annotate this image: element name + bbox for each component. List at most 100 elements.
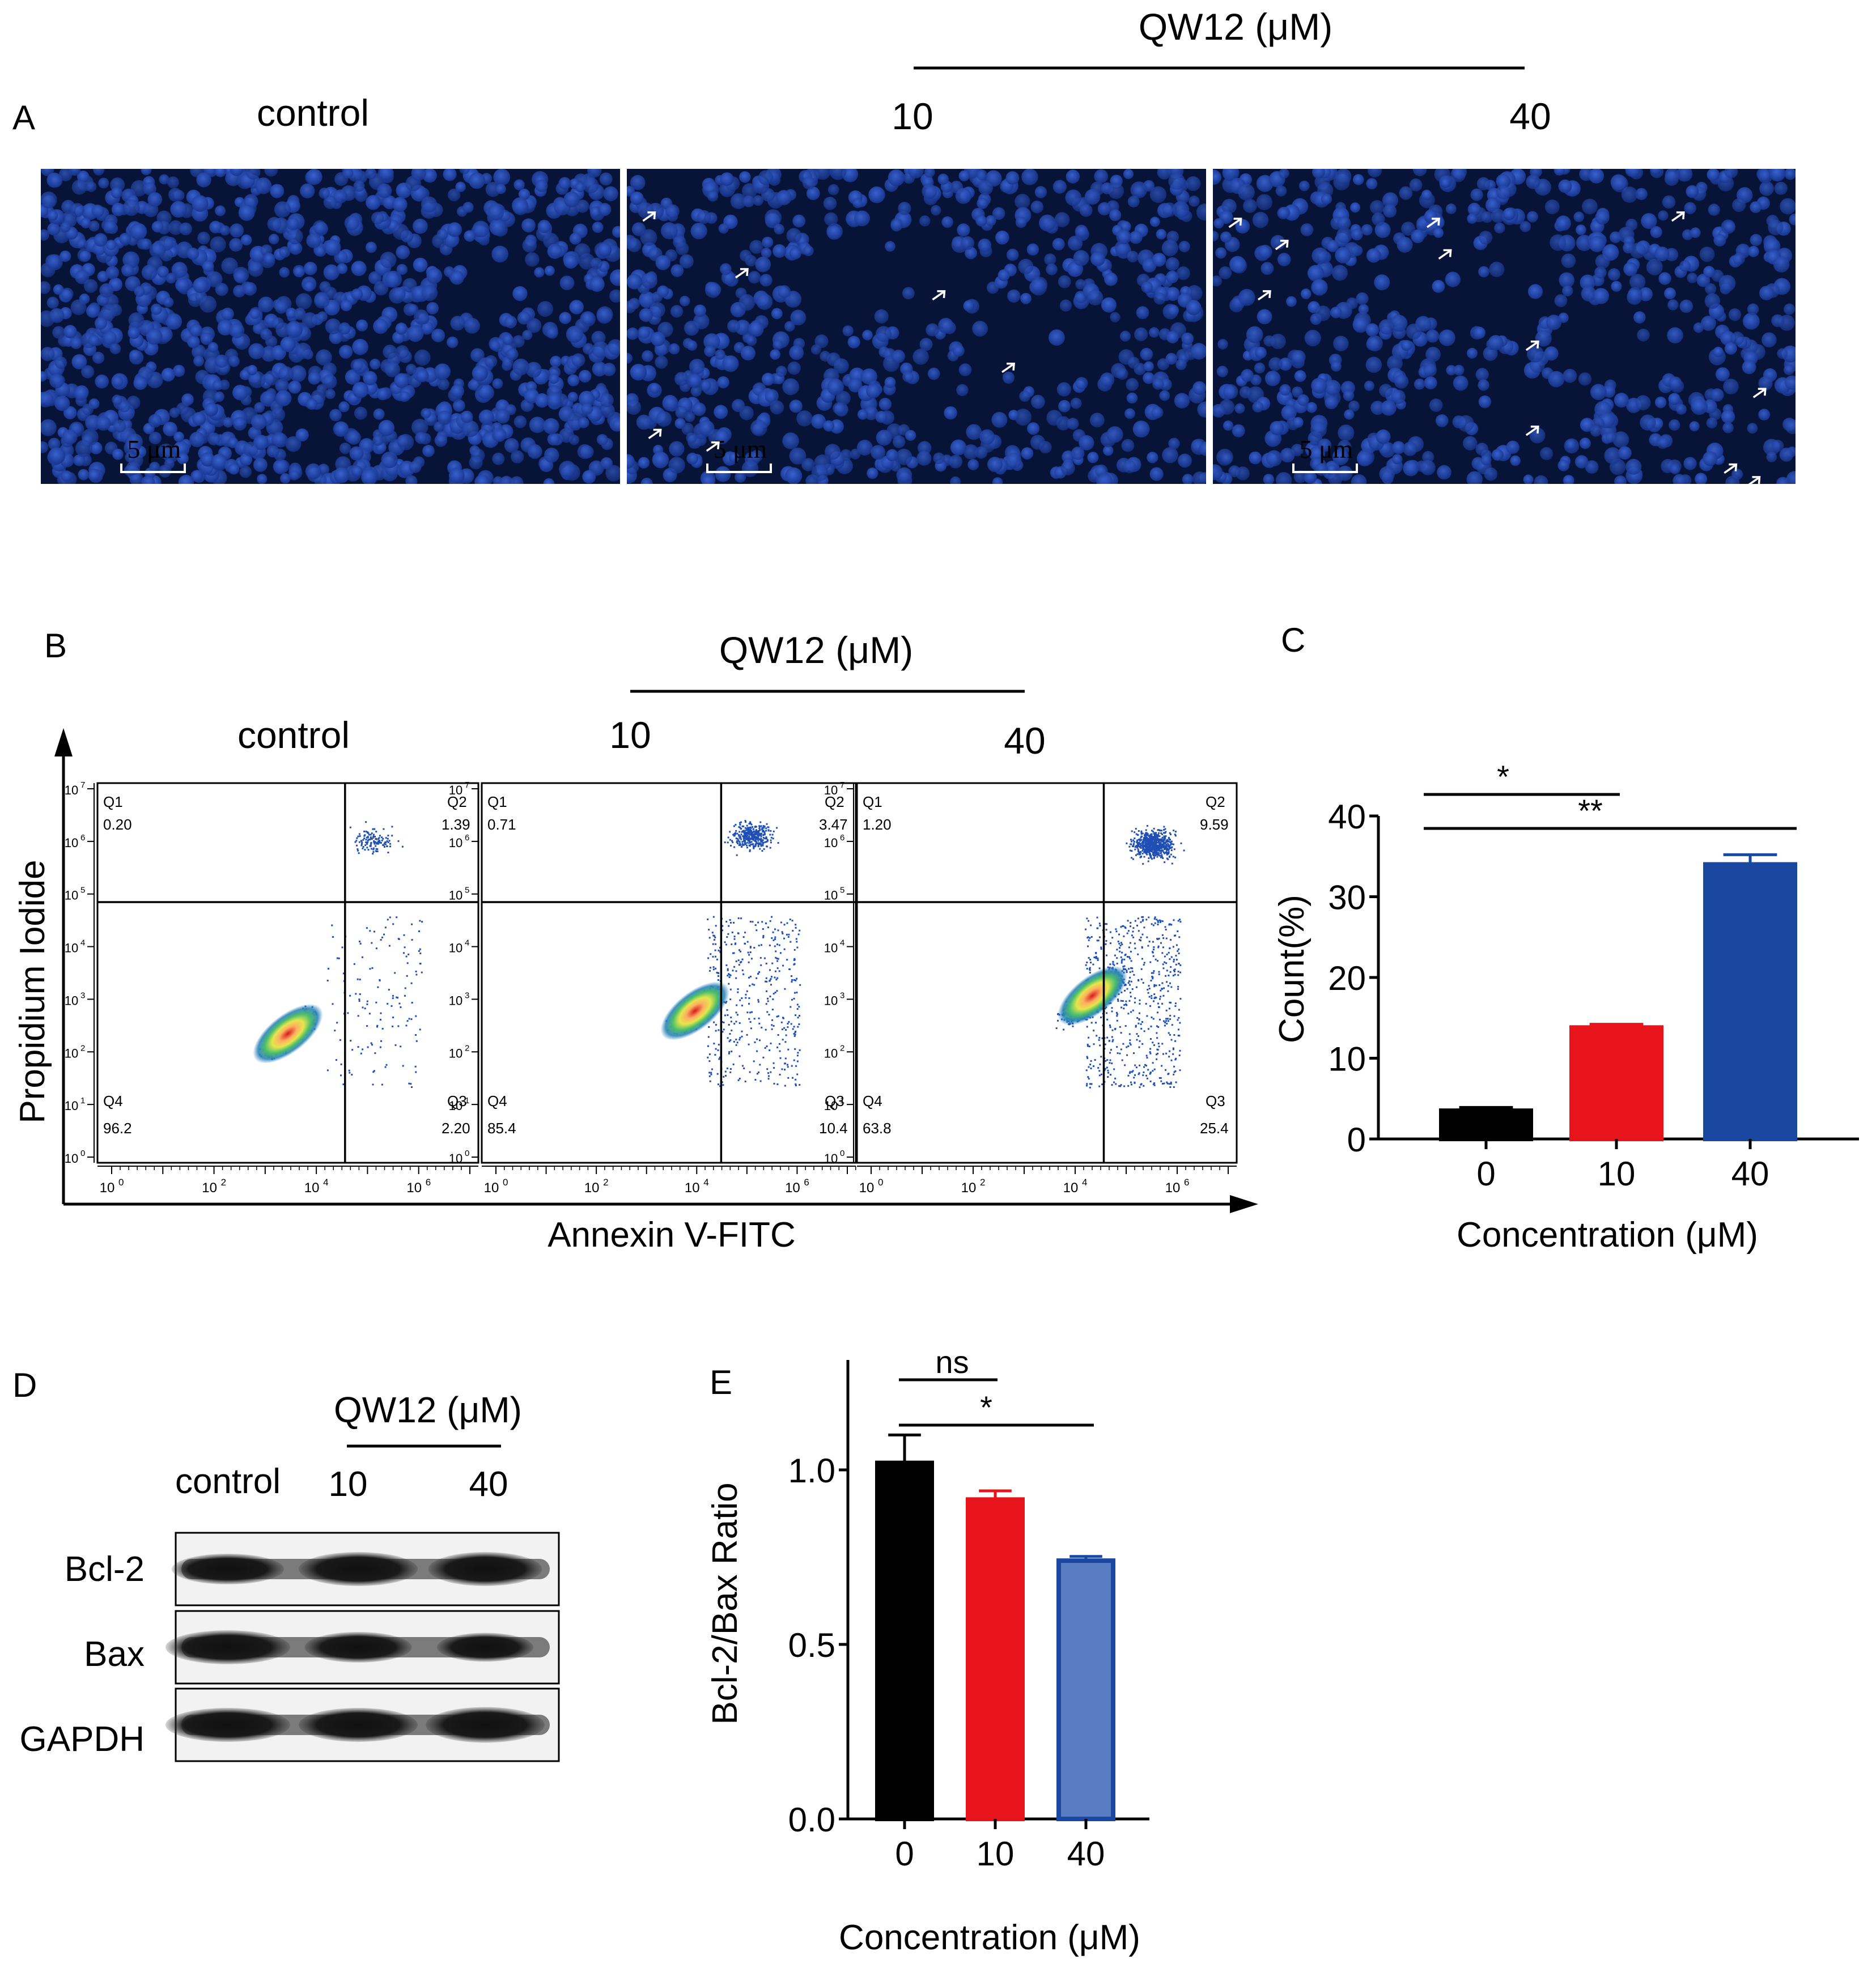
arrow-marker-head — [711, 441, 720, 449]
nucleus — [535, 179, 548, 192]
nucleus — [1134, 327, 1148, 342]
nucleus — [1554, 294, 1568, 307]
nucleus — [274, 300, 288, 314]
nucleus — [130, 180, 147, 197]
y-tick-label: 10 — [65, 889, 78, 903]
nucleus — [1658, 210, 1669, 221]
flow-event — [384, 1066, 387, 1068]
nucleus — [567, 392, 578, 402]
nucleus — [992, 207, 1005, 220]
nucleus — [1421, 189, 1432, 201]
nucleus — [631, 222, 646, 236]
nucleus — [699, 379, 711, 392]
x-tick-label: 10 — [304, 1180, 320, 1196]
nucleus — [52, 326, 65, 339]
flow-event — [370, 836, 372, 839]
nucleus — [1352, 316, 1369, 333]
nucleus — [46, 296, 59, 309]
nucleus — [789, 247, 802, 260]
nucleus — [200, 295, 217, 313]
flow-event — [373, 843, 376, 845]
nucleus — [112, 448, 124, 460]
nucleus — [100, 304, 117, 321]
nucleus — [86, 304, 100, 318]
flow-event — [379, 1019, 381, 1021]
flow-event — [340, 1063, 342, 1065]
nucleus — [1101, 297, 1117, 313]
nucleus — [1718, 275, 1736, 292]
nucleus — [1325, 396, 1338, 410]
arrow-marker-head — [1676, 211, 1685, 219]
nucleus — [113, 419, 126, 433]
nucleus — [1593, 288, 1609, 304]
flow-event — [410, 1018, 413, 1021]
nucleus — [1785, 419, 1796, 435]
nucleus — [1315, 463, 1329, 476]
nucleus — [749, 240, 763, 254]
nucleus — [368, 271, 382, 284]
flow-event — [383, 844, 385, 846]
nucleus — [1196, 203, 1206, 221]
nucleus — [1432, 280, 1445, 293]
nucleus — [214, 169, 227, 177]
nucleus — [240, 234, 252, 246]
nucleus — [351, 261, 367, 277]
nucleus — [1231, 258, 1247, 274]
flow-event — [369, 838, 371, 840]
nucleus — [1151, 406, 1164, 419]
flow-event — [373, 1070, 375, 1072]
nucleus — [842, 325, 854, 337]
nucleus — [1463, 436, 1478, 450]
nucleus — [1429, 398, 1443, 412]
flow-event — [379, 1046, 381, 1048]
nucleus — [662, 394, 678, 410]
nucleus — [950, 439, 967, 456]
nucleus — [829, 169, 846, 180]
nucleus — [1178, 453, 1192, 468]
nucleus — [694, 304, 707, 317]
nucleus — [1561, 253, 1576, 269]
nucleus — [1390, 314, 1408, 332]
nucleus — [1623, 262, 1638, 277]
flow-event — [375, 845, 377, 847]
nucleus — [963, 300, 975, 312]
nucleus — [1467, 347, 1478, 359]
nucleus — [1356, 292, 1369, 305]
nucleus — [1784, 364, 1794, 376]
nucleus — [1030, 435, 1046, 450]
nucleus — [41, 347, 55, 362]
nucleus — [609, 269, 620, 286]
nucleus — [992, 477, 1003, 484]
nucleus — [1733, 253, 1745, 265]
nucleus — [1071, 447, 1085, 460]
nucleus — [354, 406, 367, 420]
nucleus — [803, 245, 814, 257]
nucleus — [668, 343, 680, 355]
nucleus — [1228, 465, 1241, 478]
nucleus — [314, 292, 330, 309]
nucleus — [1607, 268, 1620, 281]
nucleus — [1189, 195, 1200, 207]
nucleus — [811, 464, 829, 482]
flow-event — [376, 843, 377, 845]
scale-bar-label: 5 μm — [714, 435, 767, 464]
nucleus — [1544, 199, 1560, 215]
flow-event — [362, 847, 364, 849]
nucleus — [697, 210, 711, 224]
nucleus — [1067, 418, 1079, 430]
flow-event — [369, 930, 371, 932]
nucleus — [1706, 417, 1717, 429]
nucleus — [876, 430, 892, 446]
nucleus — [513, 179, 525, 190]
nucleus — [426, 302, 439, 314]
nucleus — [171, 262, 188, 278]
flow-event — [402, 1065, 404, 1067]
nucleus — [125, 452, 135, 463]
nucleus — [895, 448, 912, 465]
nucleus — [975, 215, 987, 227]
nucleus — [1374, 274, 1390, 291]
y-tick-label: 10 — [65, 783, 78, 797]
flow-event — [366, 1003, 368, 1005]
nucleus — [1075, 377, 1088, 390]
nucleus — [1223, 384, 1238, 399]
